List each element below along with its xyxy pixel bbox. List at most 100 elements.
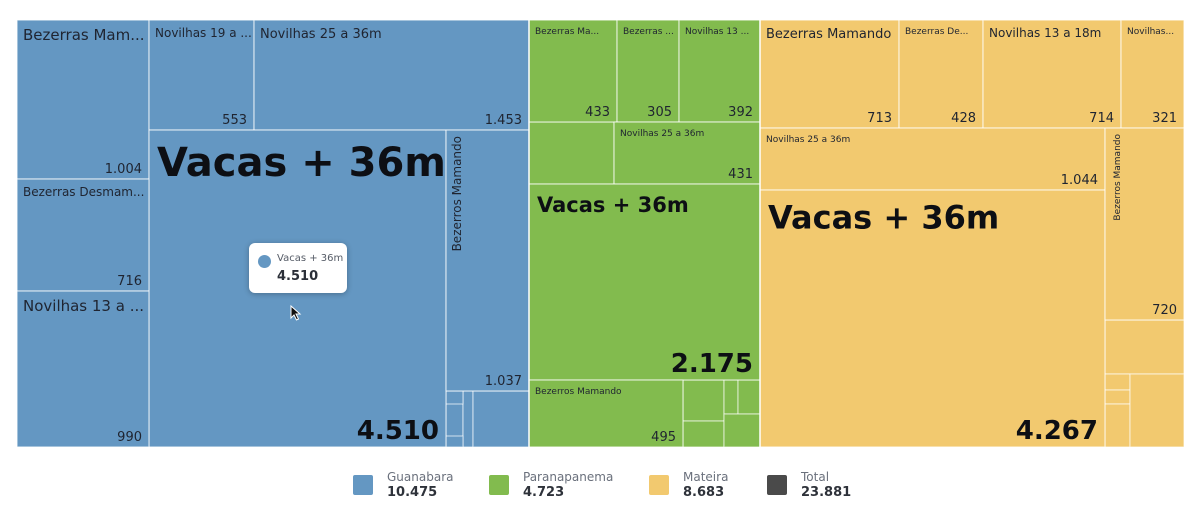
treemap-cell[interactable]: Novilhas... 321 — [1120, 19, 1185, 129]
cell-label: Bezerros Mamando — [450, 136, 464, 251]
tooltip-dot — [258, 255, 271, 268]
legend-value: 23.881 — [801, 485, 852, 500]
treemap-cell-small[interactable] — [1104, 389, 1131, 405]
cell-label: Vacas + 36m — [537, 193, 689, 217]
cell-value: 321 — [1152, 111, 1177, 126]
treemap-cell-rect[interactable] — [616, 19, 680, 123]
cell-label: Bezerras De... — [905, 27, 968, 37]
cell-value: 990 — [117, 430, 142, 445]
cell-label: Bezerras ... — [623, 27, 674, 37]
treemap-cell[interactable]: Novilhas 13 a 18m 714 — [982, 19, 1122, 129]
treemap-cell-rect[interactable] — [1120, 19, 1185, 129]
legend-name: Guanabara — [387, 470, 454, 484]
treemap-cell[interactable]: Novilhas 13 ... 392 — [678, 19, 761, 123]
treemap-cell[interactable]: Novilhas 13 a ... 990 — [16, 290, 150, 448]
treemap-cell-rect[interactable] — [759, 19, 900, 129]
mouse-cursor-icon — [290, 305, 302, 321]
treemap-cell-small[interactable] — [462, 390, 474, 448]
treemap-cell[interactable]: Novilhas 25 a 36m 1.453 — [253, 19, 530, 131]
treemap-cell-rect[interactable] — [253, 19, 530, 131]
treemap-cell-small[interactable] — [528, 121, 615, 185]
treemap-cell[interactable]: Bezerros Mamando 1.037 — [445, 129, 530, 392]
treemap-cell[interactable]: Vacas + 36m 2.175 — [528, 183, 761, 381]
cell-label: Vacas + 36m — [768, 198, 999, 236]
treemap-cell[interactable]: Vacas + 36m 4.267 — [759, 189, 1106, 448]
cell-label: Bezerros Mamando — [1113, 134, 1123, 221]
treemap-cell-small[interactable] — [445, 435, 464, 448]
treemap-cell-rect[interactable] — [613, 121, 761, 185]
treemap-cell-small[interactable] — [723, 379, 739, 415]
treemap-cell-rect[interactable] — [982, 19, 1122, 129]
treemap-cell[interactable]: Bezerros Mamando 495 — [528, 379, 684, 448]
legend-swatch — [353, 475, 373, 495]
treemap-cell-small[interactable] — [723, 413, 761, 448]
cell-label: Novilhas... — [1127, 27, 1174, 37]
cell-value: 2.175 — [671, 349, 753, 379]
treemap-cell[interactable]: Bezerras Mamando 713 — [759, 19, 900, 129]
legend-name: Mateira — [683, 470, 729, 484]
cell-label: Bezerras Mam... — [23, 26, 145, 44]
treemap-cell-small[interactable] — [1104, 403, 1131, 448]
cell-value: 1.037 — [485, 374, 522, 389]
cell-value: 305 — [647, 105, 672, 120]
treemap-cell[interactable]: Bezerras De... 428 — [898, 19, 984, 129]
cell-value: 714 — [1089, 111, 1114, 126]
legend-swatch — [489, 475, 509, 495]
cell-label: Novilhas 13 a ... — [23, 297, 144, 315]
treemap-cell-rect[interactable] — [445, 129, 530, 392]
treemap-cell[interactable]: Bezerras Ma... 433 — [528, 19, 618, 123]
legend-name: Total — [801, 470, 830, 484]
treemap-cell-small[interactable] — [1104, 373, 1131, 391]
tooltip: Vacas + 36m 4.510 — [249, 243, 347, 293]
cell-label: Bezerras Mamando — [766, 27, 891, 42]
treemap-cell[interactable]: Bezerros Mamando 720 — [1104, 127, 1185, 321]
cell-value: 716 — [117, 274, 142, 289]
legend-swatch — [767, 475, 787, 495]
cell-label: Novilhas 19 a ... — [155, 26, 252, 40]
treemap-cell-rect[interactable] — [16, 178, 150, 292]
cell-value: 720 — [1152, 303, 1177, 318]
treemap-cell[interactable]: Bezerras Desmam... 716 — [16, 178, 150, 292]
cell-value: 4.267 — [1016, 416, 1098, 446]
cell-label: Novilhas 25 a 36m — [620, 129, 704, 139]
treemap-cell-small[interactable] — [1104, 319, 1185, 375]
treemap-cell-small[interactable] — [445, 390, 464, 405]
treemap-group-guanabara: Bezerras Mam... 1.004 Novilhas 19 a ... 553… — [16, 19, 530, 448]
treemap-cell-rect[interactable] — [1104, 127, 1185, 321]
treemap-cell[interactable]: Novilhas 19 a ... 553 — [148, 19, 255, 131]
treemap-cell-small[interactable] — [737, 379, 761, 415]
cell-value: 1.044 — [1061, 173, 1098, 188]
cell-label: Bezerras Ma... — [535, 27, 599, 37]
cell-value: 392 — [728, 105, 753, 120]
cell-value: 713 — [867, 111, 892, 126]
treemap-cell-small[interactable] — [682, 420, 725, 448]
treemap-cell-rect[interactable] — [528, 183, 761, 381]
treemap-cell-rect[interactable] — [16, 290, 150, 448]
cell-label: Vacas + 36m — [157, 140, 446, 186]
treemap-cell-rect[interactable] — [759, 189, 1106, 448]
treemap-cell[interactable]: Bezerras Mam... 1.004 — [16, 19, 150, 180]
cell-value: 4.510 — [357, 416, 439, 446]
tooltip-name: Vacas + 36m — [277, 253, 344, 264]
legend-value: 4.723 — [523, 485, 565, 500]
cell-value: 428 — [951, 111, 976, 126]
cell-value: 495 — [651, 430, 676, 445]
legend-name: Paranapanema — [523, 470, 614, 484]
treemap-cell[interactable]: Novilhas 25 a 36m 431 — [613, 121, 761, 185]
cell-label: Novilhas 25 a 36m — [260, 27, 382, 42]
cell-value: 431 — [728, 167, 753, 182]
treemap-cell-small[interactable] — [682, 379, 725, 422]
legend-value: 8.683 — [683, 485, 725, 500]
treemap-cell-rect[interactable] — [898, 19, 984, 129]
treemap-cell-rect[interactable] — [528, 19, 618, 123]
treemap-cell-small[interactable] — [1129, 373, 1185, 448]
treemap-cell-rect[interactable] — [678, 19, 761, 123]
treemap-cell-small[interactable] — [472, 390, 530, 448]
cell-value: 1.004 — [105, 162, 142, 177]
legend-swatch — [649, 475, 669, 495]
treemap-cell[interactable]: Bezerras ... 305 — [616, 19, 680, 123]
cell-value: 553 — [222, 113, 247, 128]
treemap-cell[interactable]: Novilhas 25 a 36m 1.044 — [759, 127, 1106, 191]
